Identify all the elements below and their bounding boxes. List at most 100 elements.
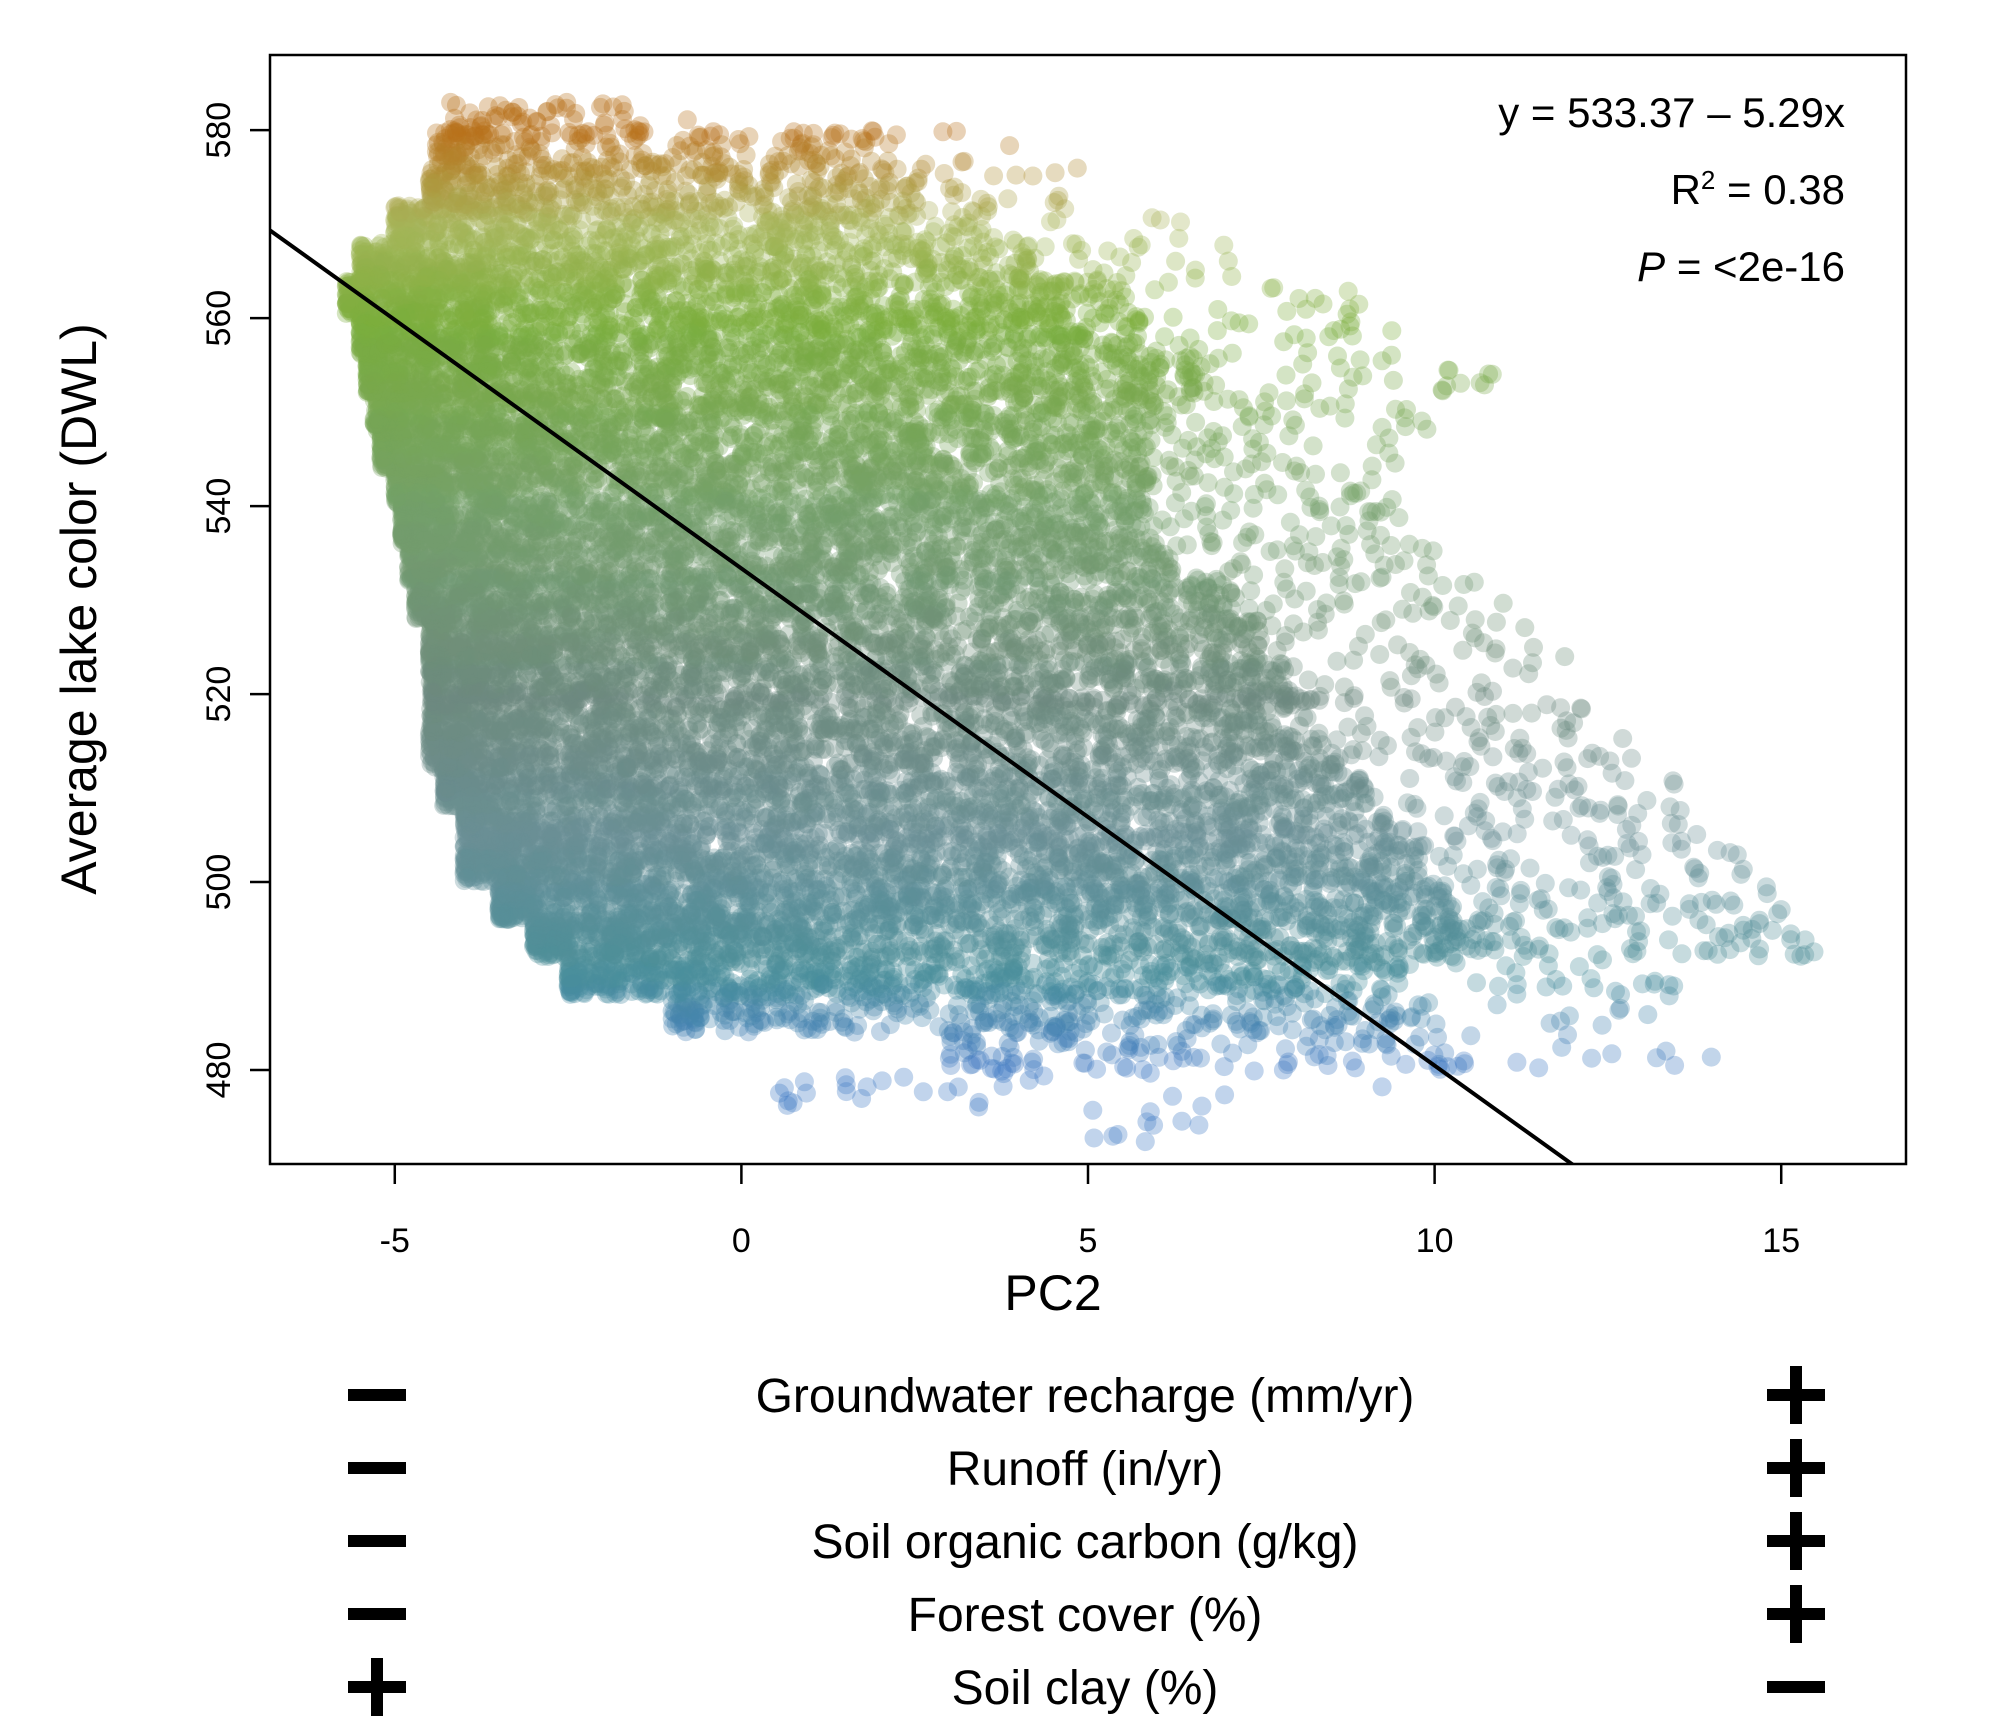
scatter-point xyxy=(521,897,541,917)
scatter-point xyxy=(1529,1058,1549,1078)
scatter-point xyxy=(1097,1042,1117,1062)
scatter-point xyxy=(1054,858,1074,878)
scatter-point xyxy=(1203,1004,1223,1024)
scatter-point xyxy=(1662,906,1682,926)
scatter-point xyxy=(948,1077,968,1097)
scatter-point xyxy=(1163,1086,1182,1106)
scatter-point xyxy=(1582,1048,1602,1068)
scatter-point xyxy=(1569,957,1589,977)
scatter-point xyxy=(1762,920,1782,940)
scatter-point xyxy=(887,1003,907,1023)
scatter-point xyxy=(1079,1005,1099,1025)
scatter-point xyxy=(1004,1054,1024,1074)
scatter-point xyxy=(864,997,884,1017)
scatter-point xyxy=(745,999,765,1019)
scatter-point xyxy=(857,1077,877,1097)
scatter-point xyxy=(698,989,718,1009)
scatter-point xyxy=(1191,1048,1210,1068)
scatter-point xyxy=(1535,873,1555,893)
scatter-point xyxy=(884,996,904,1016)
scatter-point xyxy=(1123,1008,1143,1028)
scatter-point xyxy=(1540,1013,1560,1033)
scatter-point xyxy=(1578,830,1597,850)
scatter-point xyxy=(1166,1032,1186,1052)
scatter-point xyxy=(1230,1019,1250,1039)
scatter-point xyxy=(884,993,904,1013)
scatter-point xyxy=(752,990,772,1010)
scatter-point xyxy=(965,1001,985,1021)
scatter-point xyxy=(1189,1115,1209,1135)
scatter-point xyxy=(954,1043,974,1063)
scatter-point xyxy=(621,974,641,994)
scatter-point xyxy=(1149,1002,1168,1022)
scatter-point xyxy=(842,993,862,1013)
scatter-point xyxy=(1023,1015,1043,1035)
scatter-point xyxy=(723,1002,743,1022)
scatter-point xyxy=(794,823,814,843)
scatter-point xyxy=(1148,1035,1168,1054)
scatter-point xyxy=(1024,1060,1044,1080)
scatter-point xyxy=(1059,1032,1079,1052)
scatter-point xyxy=(1325,1017,1345,1037)
scatter-point xyxy=(1309,1045,1329,1064)
scatter-point xyxy=(1006,985,1026,1005)
scatter-point xyxy=(1374,805,1394,825)
scatter-point xyxy=(823,812,843,832)
scatter-point xyxy=(853,987,873,1007)
scatter-point xyxy=(1276,1039,1295,1059)
scatter-point xyxy=(826,997,846,1017)
scatter-point xyxy=(1120,1036,1139,1055)
scatter-point xyxy=(853,899,872,919)
scatter-point xyxy=(1002,992,1022,1011)
scatter-point xyxy=(909,994,929,1014)
scatter-point xyxy=(1309,1029,1329,1049)
scatter-point xyxy=(1051,982,1071,1002)
scatter-point xyxy=(1019,997,1039,1017)
scatter-point xyxy=(1009,995,1029,1015)
scatter-point xyxy=(1056,1028,1076,1048)
scatter-point xyxy=(1670,801,1690,820)
scatter-point xyxy=(751,998,770,1018)
scatter-point xyxy=(1249,1021,1269,1041)
scatter-point xyxy=(1221,932,1240,952)
scatter-point xyxy=(1140,1063,1160,1083)
scatter-point xyxy=(1419,993,1439,1013)
scatter-point xyxy=(1203,1009,1223,1029)
scatter-point xyxy=(993,1012,1013,1032)
scatter-point xyxy=(1167,988,1187,1008)
scatter-point xyxy=(1140,1102,1160,1122)
scatter-point xyxy=(676,993,696,1013)
scatter-point xyxy=(914,962,934,982)
scatter-point xyxy=(1528,890,1548,910)
scatter-point xyxy=(568,827,588,847)
scatter-point xyxy=(748,926,768,946)
scatter-point xyxy=(1664,976,1684,996)
scatter-point xyxy=(1342,1051,1362,1071)
scatter-point xyxy=(1029,1020,1049,1040)
scatter-point xyxy=(1267,1007,1287,1027)
scatter-point xyxy=(1371,979,1390,999)
scatter-point xyxy=(1379,1010,1398,1030)
scatter-point xyxy=(969,1097,989,1117)
scatter-point xyxy=(782,855,802,875)
scatter-point xyxy=(1130,1043,1150,1063)
scatter-point xyxy=(1208,867,1228,887)
scatter-point xyxy=(1083,974,1103,994)
scatter-point xyxy=(1233,900,1253,920)
scatter-point xyxy=(1647,1048,1666,1068)
scatter-point xyxy=(697,973,717,993)
scatter-point xyxy=(1408,995,1428,1015)
scatter-point xyxy=(838,986,857,1006)
scatter-point xyxy=(1588,893,1608,913)
scatter-point xyxy=(704,996,724,1015)
scatter-point xyxy=(962,1019,982,1039)
scatter-point xyxy=(1336,1032,1356,1052)
scatter-point xyxy=(1211,1034,1231,1054)
scatter-point xyxy=(1429,901,1449,921)
scatter-point xyxy=(1665,1055,1685,1075)
scatter-point xyxy=(974,1013,993,1033)
scatter-point xyxy=(1434,806,1454,826)
scatter-point xyxy=(1176,1021,1196,1040)
scatter-point xyxy=(1006,1023,1026,1043)
scatter-point xyxy=(1285,868,1305,888)
